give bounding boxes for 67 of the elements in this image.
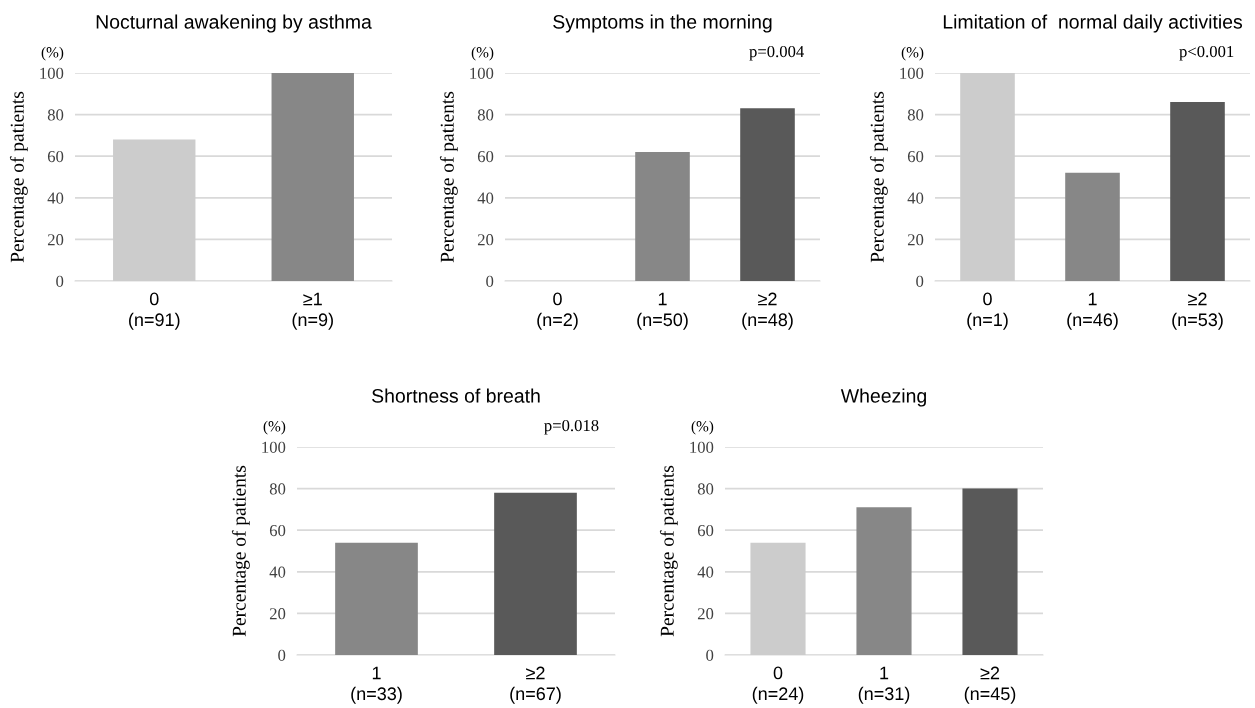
y-tick-label: 80 (697, 483, 714, 495)
y-tick-label: 0 (916, 275, 924, 287)
text: (%) (471, 46, 494, 61)
y-tick-label: 100 (40, 67, 64, 79)
y-tick-label: 60 (697, 524, 714, 537)
y-tick-label: 0 (278, 649, 286, 661)
y-tick-label: 40 (269, 566, 286, 578)
x-tick-label: 0 (n=91) (129, 292, 180, 330)
x-tick-label: 1 (n=31) (858, 666, 910, 704)
y-tick-label: 100 (262, 441, 286, 453)
y-tick-label: 40 (697, 566, 714, 578)
bar (1170, 102, 1225, 281)
y-tick-label: 20 (477, 234, 494, 246)
y-tick-label: 60 (907, 150, 924, 163)
bar (750, 542, 806, 655)
y-tick-label: 60 (477, 150, 494, 163)
chart-title: Shortness of breath (372, 388, 540, 403)
y-tick-label: 40 (907, 192, 924, 204)
y-axis-title: Percentage of patients (439, 91, 458, 263)
y-tick-label: 20 (269, 608, 286, 620)
bar (856, 507, 912, 655)
chart-title: Limitation of normal daily activities (943, 14, 1243, 33)
text: p<0.001 (1179, 45, 1234, 61)
y-tick-label: 20 (907, 234, 924, 246)
y-tick-label: 80 (47, 109, 64, 121)
y-tick-label: 0 (706, 649, 714, 661)
y-tick-label: 60 (269, 524, 286, 537)
bar (962, 488, 1018, 655)
y-tick-label: 20 (697, 608, 714, 620)
bar (1065, 172, 1120, 281)
y-tick-label: 80 (477, 109, 494, 121)
chart-title: Wheezing (840, 388, 926, 407)
y-tick-label: 20 (47, 234, 64, 246)
y-tick-label: 40 (477, 192, 494, 204)
x-tick-label: ≥1 (n=9) (292, 292, 333, 330)
y-tick-label: 80 (907, 109, 924, 121)
y-tick-label: 80 (269, 483, 286, 495)
y-tick-label: 100 (470, 67, 494, 79)
text: (%) (901, 46, 924, 61)
text: (%) (41, 46, 64, 61)
y-tick-label: 40 (47, 192, 64, 204)
x-tick-label: 1 (n=33) (351, 666, 402, 704)
y-axis-title: Percentage of patients (659, 465, 678, 637)
text: (%) (691, 420, 714, 435)
y-axis-title: Percentage of patients (869, 91, 888, 263)
y-tick-label: 100 (690, 441, 714, 453)
text: (%) (263, 420, 286, 435)
x-tick-label: ≥2 (n=67) (510, 666, 561, 704)
bar (960, 73, 1015, 281)
x-tick-label: 1 (n=46) (1067, 292, 1118, 330)
y-tick-label: 0 (486, 275, 494, 287)
x-tick-label: 0 (n=2) (537, 292, 578, 330)
y-tick-label: 100 (900, 67, 924, 79)
x-tick-label: ≥2 (n=45) (964, 666, 1016, 704)
chart-title: Symptoms in the morning (553, 14, 772, 33)
text: p=0.004 (749, 45, 804, 61)
y-axis-title: Percentage of patients (9, 91, 28, 263)
y-axis-title: Percentage of patients (231, 465, 250, 637)
chart-title: Nocturnal awakening by asthma (96, 14, 372, 33)
y-tick-label: 0 (56, 275, 64, 287)
x-tick-label: 0 (n=1) (967, 292, 1008, 330)
x-tick-label: 1 (n=50) (637, 292, 688, 330)
y-tick-label: 60 (47, 150, 64, 163)
x-tick-label: 0 (n=24) (752, 666, 804, 704)
x-tick-label: ≥2 (n=53) (1172, 292, 1223, 330)
x-tick-label: ≥2 (n=48) (742, 292, 793, 330)
text: p=0.018 (544, 419, 599, 435)
